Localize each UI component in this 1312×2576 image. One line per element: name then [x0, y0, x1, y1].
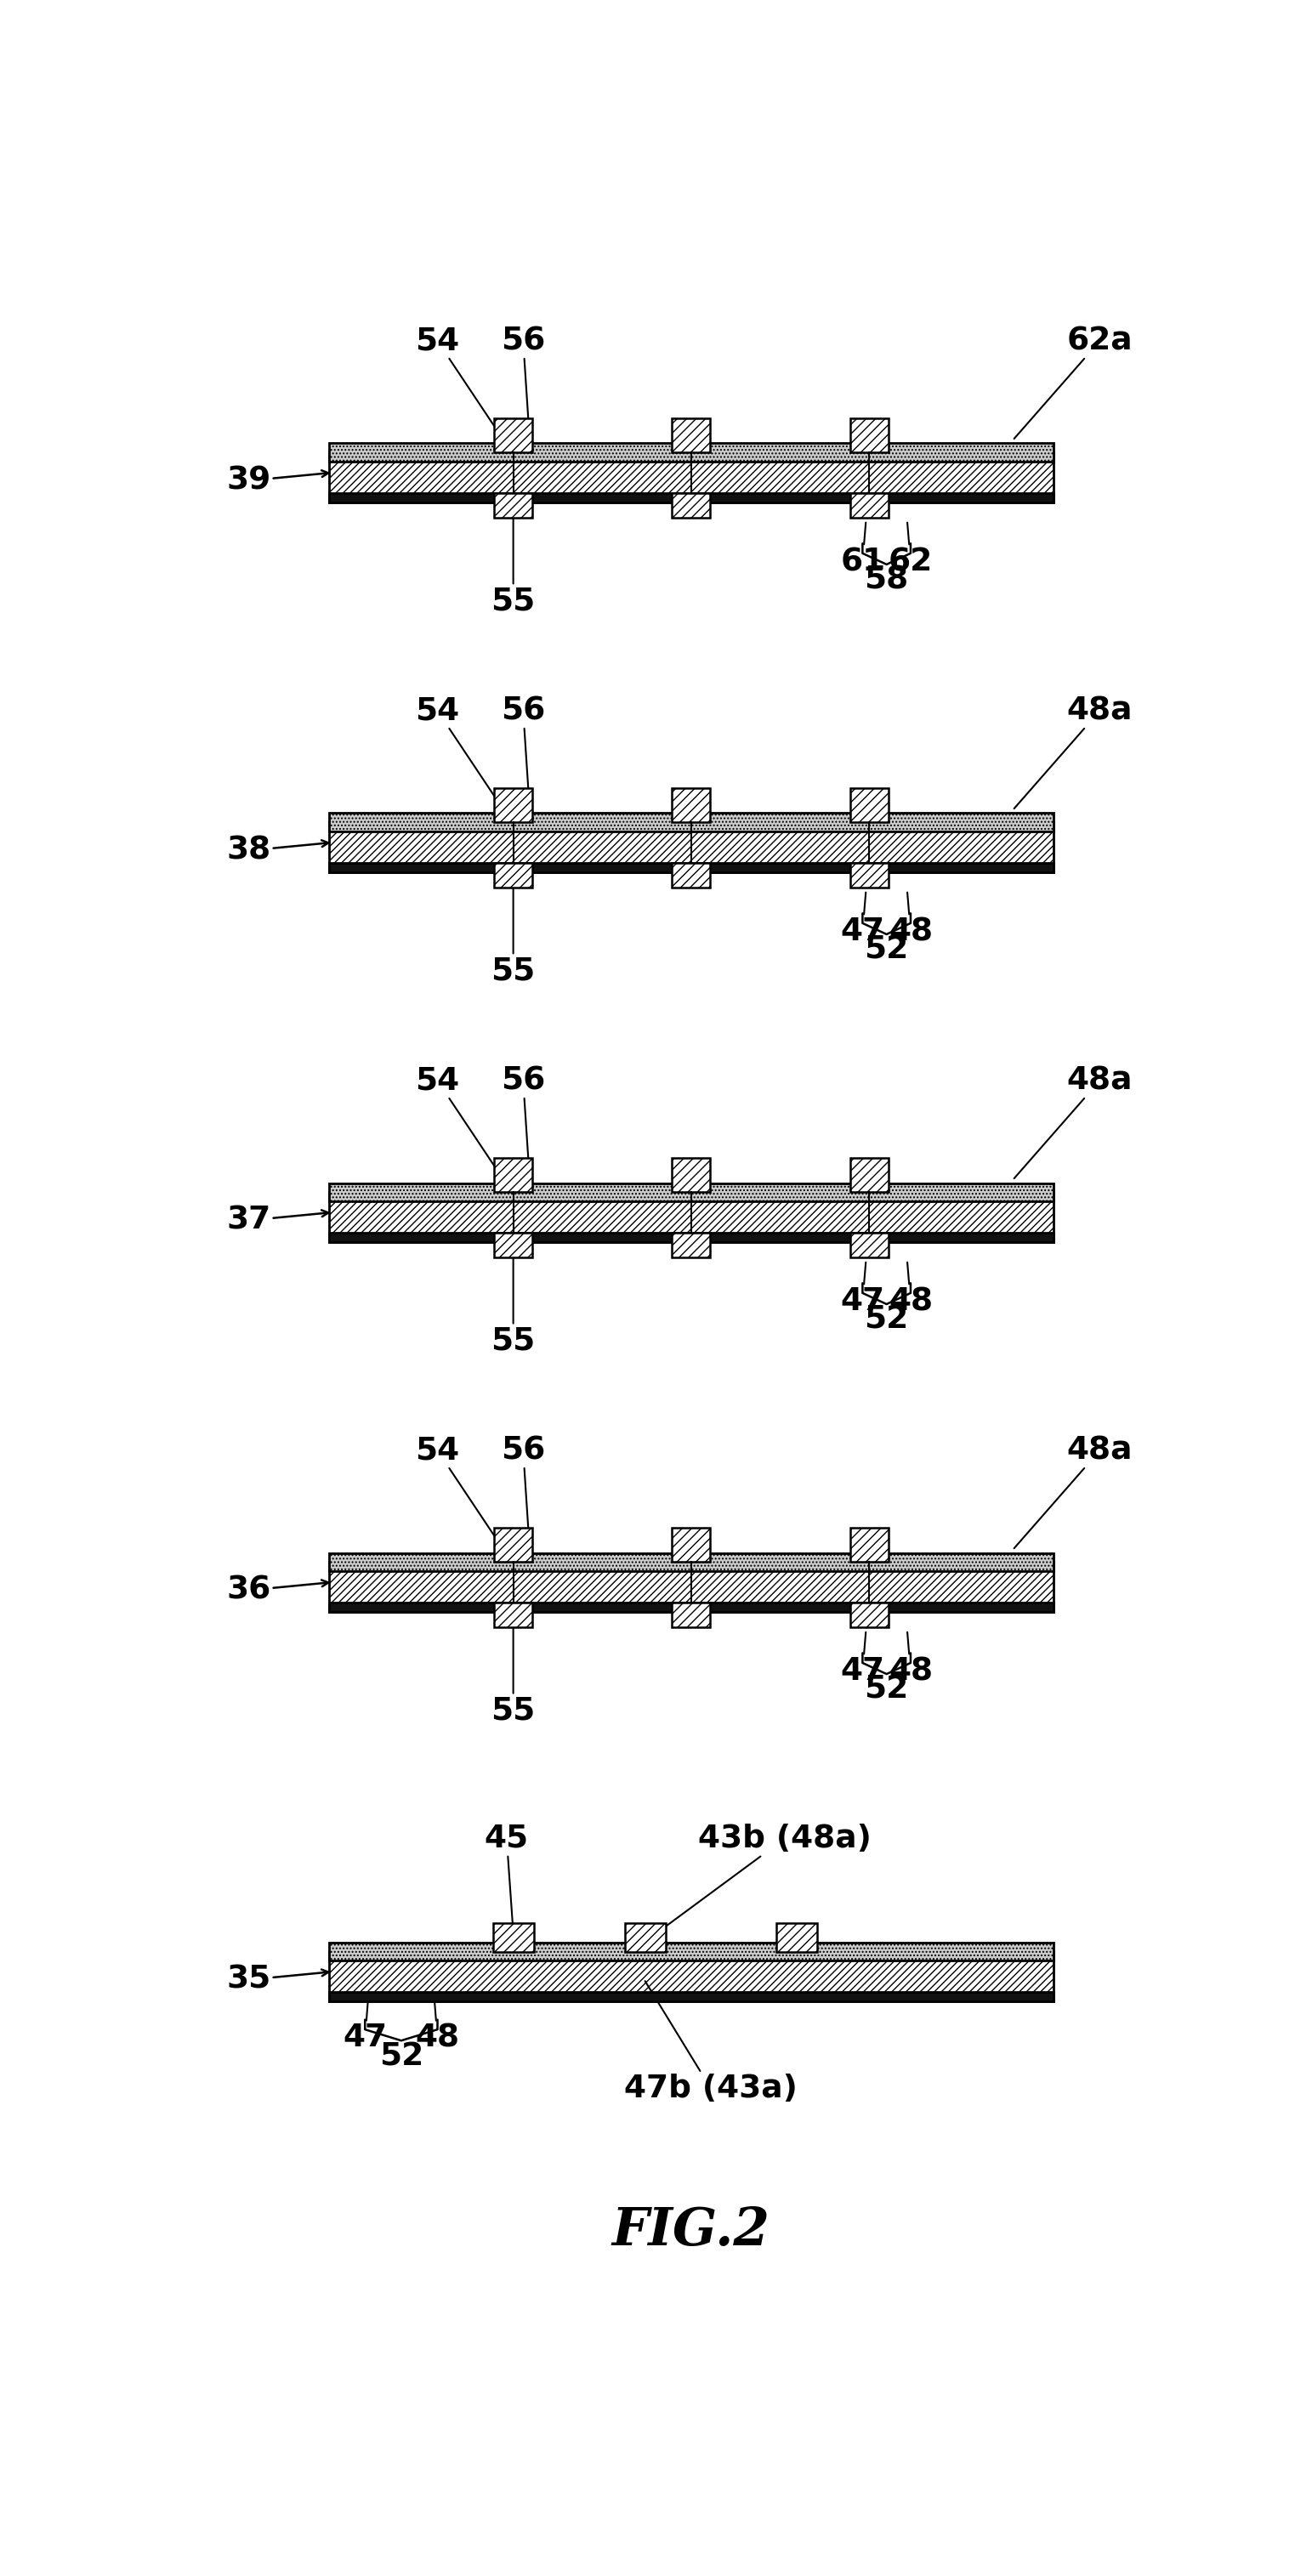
Bar [777, 1922, 817, 1953]
Bar [850, 1528, 888, 1561]
Text: 54: 54 [416, 696, 497, 801]
Text: 43b (48a): 43b (48a) [657, 1824, 871, 1932]
Text: 45: 45 [484, 1824, 529, 1932]
Text: 54: 54 [416, 1066, 497, 1170]
Text: 48a: 48a [1014, 696, 1132, 809]
Bar [329, 1182, 1054, 1200]
Bar [672, 1234, 710, 1257]
Text: 48: 48 [888, 1633, 933, 1687]
Text: 55: 55 [491, 1255, 535, 1358]
Bar [493, 1922, 534, 1953]
Text: 55: 55 [491, 515, 535, 616]
Bar [495, 788, 533, 822]
Bar [329, 1942, 1054, 1960]
Bar [329, 453, 1054, 502]
Text: 58: 58 [865, 564, 909, 595]
Bar [495, 1602, 533, 1628]
Bar [329, 443, 1054, 461]
Text: FIG.2: FIG.2 [613, 2205, 770, 2257]
Text: 39: 39 [227, 466, 328, 497]
Bar [329, 1991, 1054, 2002]
Bar [850, 417, 888, 453]
Text: 52: 52 [865, 935, 909, 966]
Bar [850, 1234, 888, 1257]
Text: 47: 47 [841, 1262, 884, 1316]
Text: 47: 47 [841, 891, 884, 948]
Text: 56: 56 [501, 696, 546, 801]
Bar [329, 1553, 1054, 1571]
Text: 62a: 62a [1014, 325, 1132, 438]
Text: 47: 47 [342, 1996, 387, 2053]
Bar [329, 822, 1054, 873]
Text: 38: 38 [227, 835, 328, 866]
Bar [850, 863, 888, 889]
Text: 62: 62 [888, 523, 933, 577]
Bar [329, 1561, 1054, 1613]
Bar [329, 1234, 1054, 1242]
Text: 56: 56 [501, 1435, 546, 1540]
Text: 48a: 48a [1014, 1435, 1132, 1548]
Text: 52: 52 [379, 2040, 424, 2071]
Bar [850, 788, 888, 822]
Text: 37: 37 [227, 1206, 328, 1236]
Text: 52: 52 [865, 1674, 909, 1705]
Bar [329, 492, 1054, 502]
Text: 52: 52 [865, 1306, 909, 1334]
Text: 36: 36 [227, 1574, 328, 1605]
Bar [495, 1234, 533, 1257]
Bar [495, 417, 533, 453]
Bar [625, 1922, 665, 1953]
Text: 56: 56 [501, 1066, 546, 1170]
Text: 48a: 48a [1014, 1066, 1132, 1177]
Bar [329, 863, 1054, 873]
Bar [329, 1602, 1054, 1613]
Bar [672, 788, 710, 822]
Bar [495, 1159, 533, 1193]
Bar [495, 492, 533, 518]
Text: 47b (43a): 47b (43a) [625, 1981, 798, 2105]
Text: 55: 55 [491, 1625, 535, 1726]
Bar [495, 863, 533, 889]
Text: 48: 48 [416, 1996, 459, 2053]
Bar [672, 1602, 710, 1628]
Text: 47: 47 [841, 1633, 884, 1687]
Bar [672, 1528, 710, 1561]
Bar [850, 492, 888, 518]
Bar [672, 492, 710, 518]
Text: 35: 35 [227, 1965, 328, 1994]
Text: 55: 55 [491, 884, 535, 987]
Text: 61: 61 [840, 523, 884, 577]
Bar [329, 814, 1054, 832]
Text: 48: 48 [888, 891, 933, 948]
Bar [329, 1193, 1054, 1242]
Bar [672, 417, 710, 453]
Text: 54: 54 [416, 1435, 497, 1540]
Bar [850, 1602, 888, 1628]
Bar [672, 863, 710, 889]
Bar [329, 1953, 1054, 2002]
Text: 56: 56 [501, 325, 546, 430]
Bar [672, 1159, 710, 1193]
Bar [495, 1528, 533, 1561]
Text: 48: 48 [888, 1262, 933, 1316]
Bar [850, 1159, 888, 1193]
Text: 54: 54 [416, 325, 497, 430]
